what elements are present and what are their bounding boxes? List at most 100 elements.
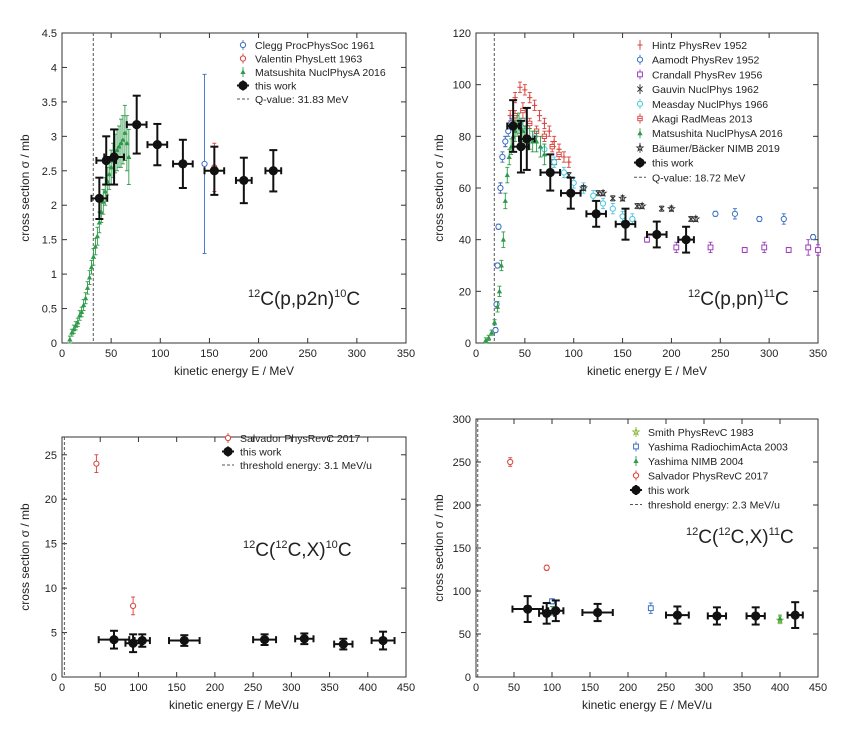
- plot-frame: [61, 436, 407, 678]
- marker: [92, 243, 99, 249]
- marker: [489, 329, 495, 335]
- y-tick-label: 1.5: [42, 235, 57, 247]
- y-tick-label: 0.5: [42, 304, 57, 316]
- x-axis-label: kinetic energy E / MeV: [587, 364, 707, 378]
- x-axis-label: kinetic energy E / MeV/u: [582, 698, 712, 712]
- y-tick-label: 200: [453, 500, 471, 512]
- x-tick-label: 100: [565, 348, 583, 360]
- marker: [561, 154, 567, 160]
- y-tick-label: 4: [51, 62, 57, 74]
- marker: [86, 274, 93, 280]
- y-tick-label: 120: [453, 28, 471, 40]
- marker: [120, 136, 126, 142]
- marker: [756, 215, 763, 223]
- y-tick-label: 5: [51, 628, 57, 640]
- series-8: [506, 99, 695, 254]
- marker: [591, 209, 601, 219]
- marker: [634, 203, 641, 210]
- x-tick-label: 200: [249, 348, 267, 360]
- y-tick-label: 4.5: [42, 28, 57, 40]
- marker: [731, 210, 739, 217]
- x-tick-label: 100: [129, 682, 147, 694]
- x-tick-label: 300: [348, 348, 366, 360]
- marker: [88, 264, 95, 270]
- marker: [619, 213, 626, 220]
- marker: [629, 215, 636, 223]
- marker: [688, 216, 694, 222]
- x-tick-label: 0: [473, 348, 479, 360]
- marker: [566, 159, 572, 165]
- reaction-label: 12C(p,p2n)10C: [248, 288, 360, 310]
- marker: [378, 635, 388, 646]
- marker: [578, 183, 588, 192]
- y-tick-label: 80: [459, 131, 471, 143]
- plot-frame: [475, 418, 819, 678]
- reaction-text: C: [338, 540, 352, 561]
- marker: [504, 172, 510, 178]
- marker: [152, 140, 162, 150]
- marker: [672, 610, 683, 620]
- y-tick-label: 2.5: [42, 166, 57, 178]
- marker: [209, 166, 219, 176]
- marker: [647, 605, 654, 612]
- series-7: [578, 183, 701, 223]
- reaction-superscript: 12: [243, 539, 255, 551]
- legend: Salvador PhysRevC 2017 this workthreshold…: [222, 433, 372, 472]
- marker: [238, 80, 248, 91]
- legend-label: Akagi RadMeas 2013: [652, 114, 753, 126]
- reaction-text: C: [346, 289, 360, 310]
- legend-label: this work: [648, 485, 690, 497]
- reaction-text: C(: [255, 540, 276, 561]
- x-tick-label: 150: [167, 682, 185, 694]
- x-tick-label: 350: [397, 348, 415, 360]
- marker: [681, 235, 691, 245]
- y-axis-label: cross section σ / mb: [432, 494, 446, 602]
- y-tick-label: 150: [453, 543, 471, 555]
- reaction-label: 12C(p,pn)11C: [688, 288, 789, 310]
- legend-label: threshold energy: 2.3 MeV/u: [648, 500, 780, 512]
- marker: [338, 639, 348, 649]
- marker: [506, 154, 512, 159]
- marker: [546, 128, 552, 134]
- marker: [116, 143, 122, 149]
- marker: [566, 188, 576, 198]
- marker: [635, 158, 645, 168]
- marker: [122, 130, 128, 135]
- y-tick-label: 60: [459, 183, 471, 195]
- reaction-text: C(: [698, 527, 719, 548]
- marker: [666, 203, 676, 213]
- marker: [82, 295, 89, 301]
- y-tick-label: 10: [45, 583, 57, 595]
- marker: [494, 304, 501, 309]
- marker: [636, 100, 644, 107]
- y-axis-label: cross section σ / mb: [432, 134, 446, 242]
- reaction-superscript: 10: [334, 288, 346, 300]
- y-tick-label: 20: [45, 494, 57, 506]
- marker: [507, 113, 513, 119]
- reaction-superscript: 10: [326, 539, 338, 551]
- x-tick-label: 350: [733, 682, 751, 694]
- marker: [691, 214, 701, 223]
- marker: [637, 71, 643, 78]
- y-tick-label: 40: [459, 235, 471, 247]
- reaction-text: C(p,p2n): [260, 289, 334, 310]
- y-axis-label: cross section σ / mb: [18, 503, 32, 611]
- marker: [492, 326, 499, 334]
- marker: [805, 244, 812, 251]
- legend-label: Yashima RadiochimActa 2003: [648, 442, 788, 454]
- marker: [595, 190, 602, 197]
- series-0: [93, 454, 137, 616]
- marker: [179, 635, 189, 646]
- y-tick-label: 0: [465, 338, 471, 350]
- marker: [541, 120, 547, 127]
- marker: [761, 244, 768, 251]
- y-tick-label: 25: [45, 450, 57, 462]
- chart-panel-2: 0 50 100 150 200 250 300 350 0 20 40 60 80 100 120 kine…: [432, 28, 827, 378]
- marker: [532, 102, 538, 108]
- marker: [498, 262, 505, 268]
- legend-label: Salvador PhysRevC 2017: [648, 471, 768, 483]
- reaction-superscript: 12: [688, 288, 700, 300]
- marker: [631, 485, 641, 495]
- series-3: [507, 457, 550, 571]
- x-tick-label: 250: [299, 348, 317, 360]
